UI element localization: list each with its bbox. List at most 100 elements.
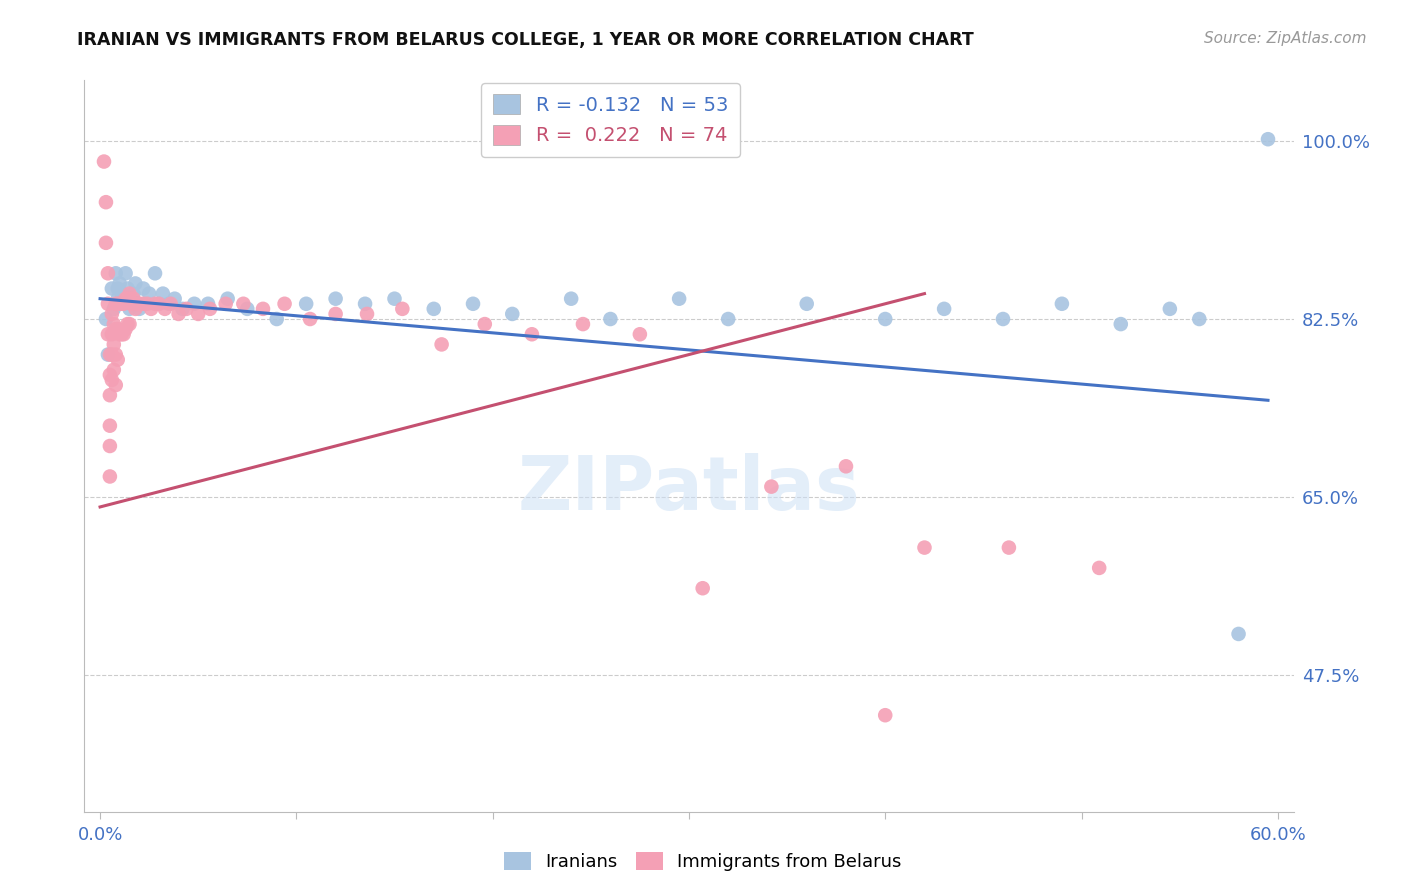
Text: IRANIAN VS IMMIGRANTS FROM BELARUS COLLEGE, 1 YEAR OR MORE CORRELATION CHART: IRANIAN VS IMMIGRANTS FROM BELARUS COLLE…	[77, 31, 974, 49]
Point	[668, 292, 690, 306]
Point	[97, 266, 120, 280]
Point	[112, 297, 135, 311]
Legend: Iranians, Immigrants from Belarus: Iranians, Immigrants from Belarus	[496, 845, 910, 879]
Point	[132, 281, 155, 295]
Point	[1050, 297, 1073, 311]
Point	[138, 286, 160, 301]
Point	[121, 297, 143, 311]
Legend: R = -0.132   N = 53, R =  0.222   N = 74: R = -0.132 N = 53, R = 0.222 N = 74	[481, 83, 740, 157]
Point	[761, 480, 783, 494]
Point	[198, 301, 221, 316]
Point	[104, 266, 127, 280]
Point	[796, 297, 818, 311]
Point	[266, 312, 288, 326]
Point	[197, 297, 219, 311]
Point	[107, 292, 129, 306]
Point	[152, 286, 174, 301]
Point	[1257, 132, 1279, 146]
Point	[97, 327, 120, 342]
Point	[111, 297, 134, 311]
Point	[128, 301, 150, 316]
Point	[572, 317, 595, 331]
Point	[122, 286, 145, 301]
Point	[461, 297, 484, 311]
Point	[1109, 317, 1132, 331]
Point	[107, 322, 129, 336]
Point	[108, 277, 131, 291]
Point	[176, 301, 198, 316]
Point	[599, 312, 621, 326]
Point	[132, 297, 155, 311]
Point	[117, 317, 139, 331]
Point	[127, 297, 149, 311]
Point	[325, 307, 347, 321]
Point	[107, 297, 129, 311]
Point	[875, 708, 897, 723]
Point	[127, 297, 149, 311]
Point	[628, 327, 651, 342]
Point	[118, 286, 141, 301]
Text: Source: ZipAtlas.com: Source: ZipAtlas.com	[1204, 31, 1367, 46]
Point	[107, 281, 129, 295]
Point	[159, 297, 181, 311]
Point	[835, 459, 858, 474]
Point	[114, 266, 136, 280]
Point	[187, 307, 209, 321]
Point	[501, 307, 523, 321]
Point	[384, 292, 406, 306]
Point	[430, 337, 453, 351]
Point	[391, 301, 413, 316]
Point	[98, 388, 121, 402]
Point	[101, 347, 124, 362]
Point	[117, 281, 139, 295]
Point	[104, 378, 127, 392]
Point	[98, 469, 121, 483]
Point	[157, 297, 180, 311]
Point	[167, 307, 190, 321]
Point	[143, 297, 166, 311]
Point	[423, 301, 446, 316]
Point	[97, 297, 120, 311]
Text: ZIPatlas: ZIPatlas	[517, 453, 860, 526]
Point	[103, 317, 125, 331]
Point	[108, 297, 131, 311]
Point	[117, 292, 139, 306]
Point	[101, 307, 124, 321]
Point	[128, 297, 150, 311]
Point	[232, 297, 254, 311]
Point	[163, 292, 186, 306]
Point	[139, 301, 162, 316]
Point	[560, 292, 582, 306]
Point	[325, 292, 347, 306]
Point	[299, 312, 322, 326]
Point	[1188, 312, 1211, 326]
Point	[143, 266, 166, 280]
Point	[103, 301, 125, 316]
Point	[217, 292, 239, 306]
Point	[103, 363, 125, 377]
Point	[112, 292, 135, 306]
Point	[295, 297, 318, 311]
Point	[914, 541, 936, 555]
Point	[111, 286, 134, 301]
Point	[94, 195, 117, 210]
Point	[122, 292, 145, 306]
Point	[114, 292, 136, 306]
Point	[112, 327, 135, 342]
Point	[108, 327, 131, 342]
Point	[1159, 301, 1181, 316]
Point	[932, 301, 955, 316]
Point	[94, 312, 117, 326]
Point	[236, 301, 259, 316]
Point	[104, 297, 127, 311]
Point	[104, 347, 127, 362]
Point	[124, 301, 146, 316]
Point	[991, 312, 1014, 326]
Point	[136, 297, 159, 311]
Point	[94, 235, 117, 250]
Point	[97, 347, 120, 362]
Point	[98, 418, 121, 433]
Point	[98, 347, 121, 362]
Point	[107, 352, 129, 367]
Point	[148, 297, 170, 311]
